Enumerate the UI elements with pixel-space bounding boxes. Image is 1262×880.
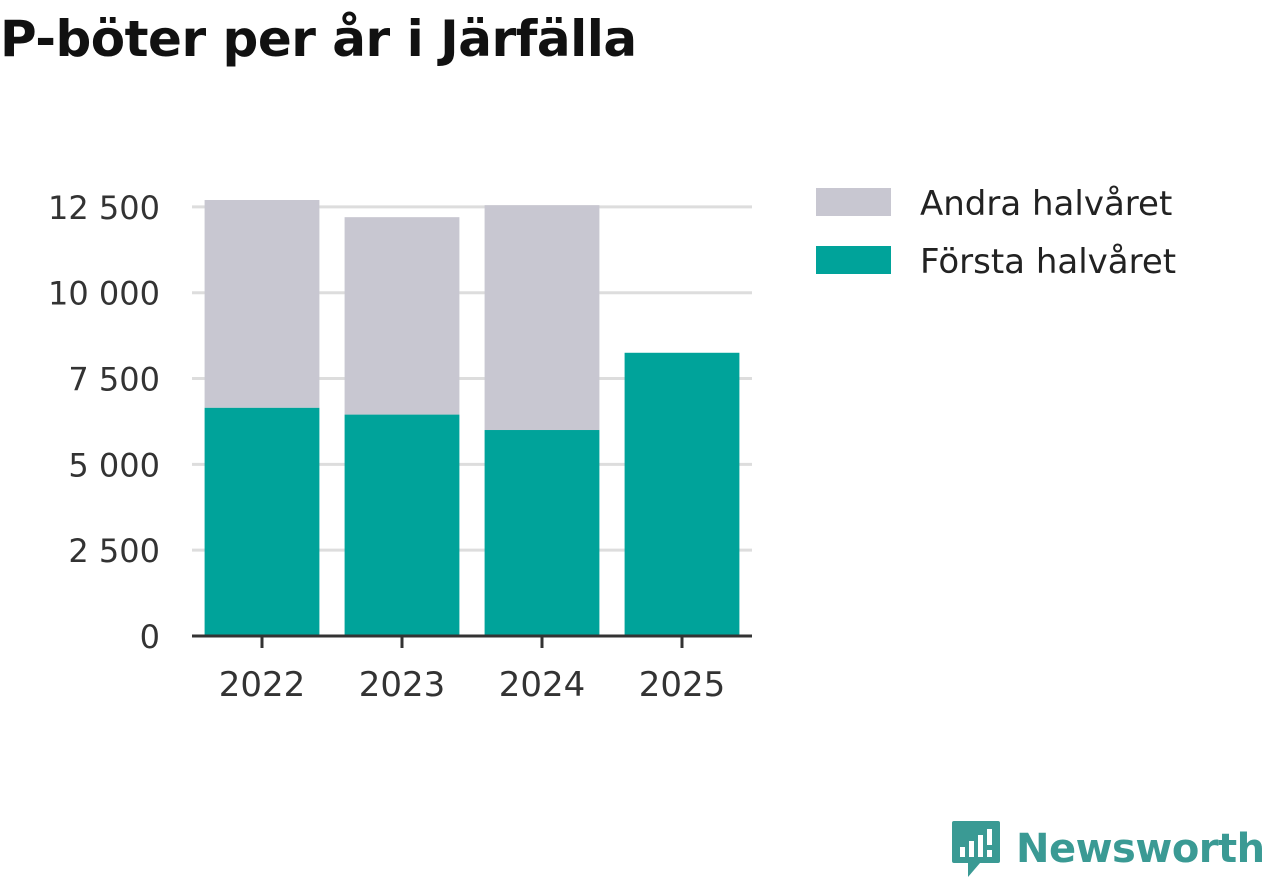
legend-swatch: [816, 188, 891, 216]
x-tick-label: 2022: [219, 665, 306, 705]
bar-2022-andra: [204, 200, 320, 408]
newsworthy-logo: Newsworthy: [950, 818, 1262, 880]
y-tick-label: 12 500: [48, 189, 160, 227]
x-axis-ticks: 2022 2023 2024 2025: [219, 665, 726, 705]
bar-2024-andra: [484, 205, 600, 431]
newsworthy-logo-text: Newsworthy: [1016, 826, 1262, 872]
bar-2023-första: [344, 414, 460, 636]
legend-swatch: [816, 246, 891, 274]
bar-2023-andra: [344, 217, 460, 415]
y-tick-label: 10 000: [48, 275, 160, 313]
y-tick-label: 2 500: [68, 532, 160, 570]
bar-2025-första: [624, 352, 740, 636]
y-tick-label: 0: [140, 618, 160, 656]
y-tick-label: 7 500: [68, 361, 160, 399]
bar-2022-första: [204, 407, 320, 636]
y-tick-label: 5 000: [68, 446, 160, 484]
newsworthy-logo-icon: [952, 821, 1000, 877]
x-tick-label: 2023: [359, 665, 446, 705]
x-tick-label: 2025: [639, 665, 726, 705]
legend-label: Andra halvåret: [920, 184, 1172, 224]
legend-label: Första halvåret: [920, 242, 1176, 282]
axes: [192, 634, 752, 648]
chart-title: P-böter per år i Järfälla: [0, 10, 637, 68]
y-axis-ticks: 0 2 500 5 000 7 500 10 000 12 500: [48, 189, 160, 656]
bar-2024-första: [484, 430, 600, 636]
legend: Andra halvåret Första halvåret: [816, 184, 1176, 282]
bars: [204, 200, 740, 636]
x-tick-label: 2024: [499, 665, 586, 705]
